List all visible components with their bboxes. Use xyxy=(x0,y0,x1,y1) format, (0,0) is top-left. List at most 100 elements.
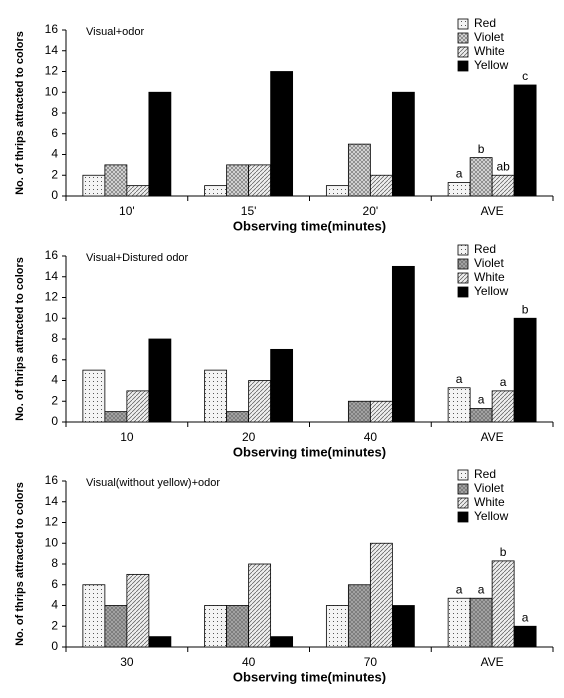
bar xyxy=(469,408,493,423)
bar xyxy=(325,185,349,197)
y-tick-label: 0 xyxy=(51,414,58,428)
y-tick-label: 12 xyxy=(45,290,59,304)
y-tick-label: 8 xyxy=(51,331,58,345)
x-tick-label: 10 xyxy=(120,430,134,444)
bar xyxy=(82,369,106,423)
y-tick-label: 14 xyxy=(45,269,59,283)
bar xyxy=(104,164,128,197)
legend-swatch xyxy=(457,483,469,495)
legend-swatch xyxy=(457,18,469,30)
significance-letter: b xyxy=(478,142,485,156)
bar xyxy=(226,605,250,648)
bar xyxy=(447,597,471,648)
y-tick-label: 6 xyxy=(51,352,58,366)
bar xyxy=(126,573,150,648)
legend-label: Violet xyxy=(474,30,504,44)
x-tick-label: 40 xyxy=(242,655,256,669)
legend-swatch xyxy=(457,244,469,256)
x-tick-label: 40 xyxy=(364,430,378,444)
bar xyxy=(469,597,493,648)
x-tick-label: 30 xyxy=(120,655,134,669)
y-tick-label: 10 xyxy=(45,310,59,324)
bar xyxy=(447,182,471,197)
y-axis-label: No. of thrips attracted to colors xyxy=(14,257,26,421)
legend-label: Yellow xyxy=(474,509,509,523)
y-tick-label: 6 xyxy=(51,126,58,140)
bar xyxy=(148,636,172,648)
legend-swatch xyxy=(457,258,469,270)
bar xyxy=(204,185,228,197)
y-tick-label: 16 xyxy=(45,473,59,487)
bar xyxy=(513,625,537,648)
bar xyxy=(347,143,371,197)
bar xyxy=(248,380,272,423)
bar xyxy=(248,164,272,197)
legend-label: Yellow xyxy=(474,58,509,72)
x-tick-label: 15' xyxy=(241,204,257,218)
bar xyxy=(104,411,128,423)
legend-swatch xyxy=(457,46,469,58)
x-tick-label: 70 xyxy=(364,655,378,669)
legend-label: White xyxy=(474,44,505,58)
bar xyxy=(513,317,537,423)
bar xyxy=(226,164,250,197)
bar xyxy=(82,584,106,648)
legend-label: Red xyxy=(474,16,496,30)
legend-label: White xyxy=(474,495,505,509)
bar xyxy=(369,400,393,423)
legend-swatch xyxy=(457,60,469,72)
bar xyxy=(204,605,228,648)
bar xyxy=(82,174,106,197)
bar xyxy=(347,584,371,648)
bar xyxy=(148,338,172,423)
legend-label: Red xyxy=(474,467,496,481)
y-tick-label: 8 xyxy=(51,556,58,570)
bar xyxy=(369,174,393,197)
y-tick-label: 12 xyxy=(45,515,59,529)
significance-letter: b xyxy=(522,302,529,316)
bar xyxy=(491,390,515,423)
legend-swatch xyxy=(457,32,469,44)
bar xyxy=(148,91,172,197)
bar xyxy=(270,636,294,648)
legend-label: Yellow xyxy=(474,284,509,298)
y-tick-label: 14 xyxy=(45,43,59,57)
y-tick-label: 16 xyxy=(45,248,59,262)
y-tick-label: 4 xyxy=(51,373,58,387)
chart-title: Visual+Distured odor xyxy=(86,252,189,264)
bar xyxy=(469,157,493,197)
bar xyxy=(270,71,294,197)
y-tick-label: 10 xyxy=(45,535,59,549)
bar xyxy=(391,265,415,423)
legend-label: Violet xyxy=(474,481,504,495)
significance-letter: a xyxy=(456,167,463,181)
x-tick-label: AVE xyxy=(481,430,504,444)
x-tick-label: AVE xyxy=(481,655,504,669)
y-axis-label: No. of thrips attracted to colors xyxy=(14,31,26,195)
significance-letter: a xyxy=(478,393,485,407)
y-tick-label: 14 xyxy=(45,494,59,508)
x-axis-label: Observing time(minutes) xyxy=(233,218,386,233)
significance-letter: a xyxy=(456,582,463,596)
bar xyxy=(347,400,371,423)
bar xyxy=(325,605,349,648)
legend-swatch xyxy=(457,511,469,523)
x-tick-label: 10' xyxy=(119,204,135,218)
y-tick-label: 2 xyxy=(51,167,58,181)
chart-title: Visual(without yellow)+odor xyxy=(86,477,220,489)
legend-swatch xyxy=(457,497,469,509)
legend-swatch xyxy=(457,272,469,284)
significance-letter: c xyxy=(522,69,528,83)
x-tick-label: 20' xyxy=(363,204,379,218)
y-tick-label: 6 xyxy=(51,577,58,591)
significance-letter: a xyxy=(500,375,507,389)
y-tick-label: 16 xyxy=(45,22,59,36)
bar xyxy=(447,387,471,423)
significance-letter: a xyxy=(456,372,463,386)
bar xyxy=(248,563,272,648)
bar xyxy=(369,542,393,648)
significance-letter: a xyxy=(522,610,529,624)
y-tick-label: 0 xyxy=(51,639,58,653)
y-tick-label: 4 xyxy=(51,598,58,612)
